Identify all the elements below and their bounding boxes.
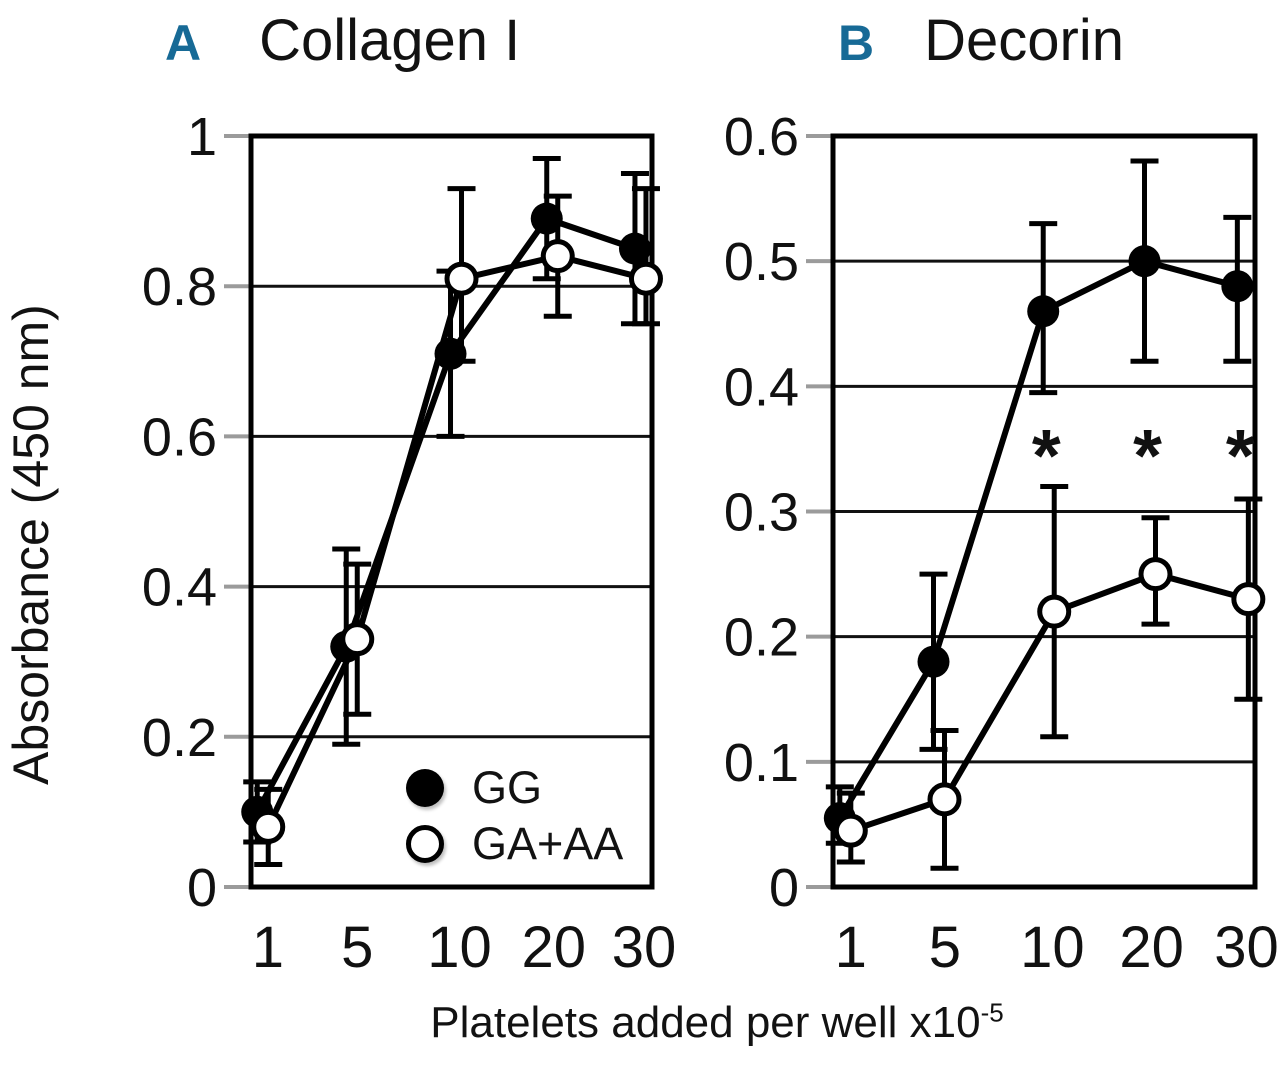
plot-frame (248, 133, 655, 890)
x-axis-title-exponent: -5 (980, 997, 1004, 1028)
data-point-filled (618, 232, 651, 265)
y-tick-label: 0.3 (724, 483, 799, 543)
x-tick-label: 1 (835, 915, 867, 980)
data-point-filled (1221, 270, 1254, 303)
panel-a-letter: A (165, 15, 202, 71)
significance-asterisk: * (1226, 414, 1255, 497)
series-line (837, 257, 1239, 820)
series-line (254, 215, 636, 814)
data-point-open (444, 261, 479, 296)
x-tick-label: 10 (1020, 915, 1085, 980)
open-circle-marker-icon (406, 825, 444, 863)
data-point-open (628, 261, 663, 296)
x-tick-label: 5 (341, 915, 373, 980)
data-point-filled (917, 645, 950, 678)
y-tick-label: 0.6 (724, 107, 799, 167)
legend-label-ga-aa: GA+AA (472, 818, 624, 869)
data-point-filled (530, 202, 563, 235)
y-tick-label: 0.6 (142, 407, 217, 467)
significance-asterisk: * (1032, 414, 1061, 497)
series-ga-aa (833, 483, 1266, 871)
y-tick-label: 0.5 (724, 232, 799, 292)
data-point-filled (1128, 245, 1161, 278)
panel-a-plot: 10.80.60.40.201 5 10 20 30 (142, 107, 676, 980)
data-point-open (1138, 557, 1173, 592)
x-tick-label: 20 (1119, 915, 1184, 980)
filled-circle-marker-icon (406, 769, 444, 807)
panel-b-plot: 0.6 0.5 0.4 0.3 0.2 0.1 01 5 10 20 30 * * * (724, 107, 1279, 980)
panel-b-letter: B (838, 15, 875, 71)
series-gg (241, 156, 651, 845)
y-tick-label: 0.2 (142, 708, 217, 768)
y-tick-label: 0.4 (724, 357, 799, 417)
x-tick-label: 20 (521, 915, 586, 980)
data-point-open (340, 622, 375, 657)
legend-row-gg: GG (406, 762, 623, 814)
y-tick-label: 0.2 (724, 608, 799, 668)
x-tick-label: 30 (1214, 915, 1279, 980)
data-point-open (540, 239, 575, 274)
significance-asterisk: * (1133, 414, 1162, 497)
panel-b-title: Decorin (924, 8, 1124, 73)
panel-a-title: Collagen I (259, 8, 521, 73)
data-point-open (1231, 582, 1266, 617)
legend-row-ga-aa: GA+AA (406, 818, 623, 870)
y-tick-label: 1 (187, 107, 217, 167)
y-tick-label: 0 (187, 858, 217, 918)
data-point-open (833, 813, 868, 848)
panel-a-header: A Collagen I (165, 8, 520, 75)
legend-label-gg: GG (472, 762, 543, 813)
y-tick-label: 0.8 (142, 257, 217, 317)
y-tick-label: 0.4 (142, 558, 217, 618)
x-axis-title-base: Platelets added per well x10 (430, 998, 981, 1047)
legend: GG GA+AA (406, 762, 623, 870)
plot-frame (830, 133, 1258, 890)
x-tick-label: 5 (929, 915, 961, 980)
y-tick-label: 0.1 (724, 733, 799, 793)
x-axis-title: Platelets added per well x10-5 (77, 998, 1280, 1048)
series-gg (823, 158, 1254, 846)
data-point-open (927, 782, 962, 817)
panel-b-header: B Decorin (838, 8, 1124, 75)
x-tick-label: 10 (427, 915, 492, 980)
x-tick-label: 1 (252, 915, 284, 980)
x-tick-label: 30 (612, 915, 677, 980)
data-point-filled (1027, 295, 1060, 328)
data-point-open (251, 809, 286, 844)
series-ga-aa (251, 186, 663, 867)
data-point-open (1037, 594, 1072, 629)
y-tick-label: 0 (769, 858, 799, 918)
